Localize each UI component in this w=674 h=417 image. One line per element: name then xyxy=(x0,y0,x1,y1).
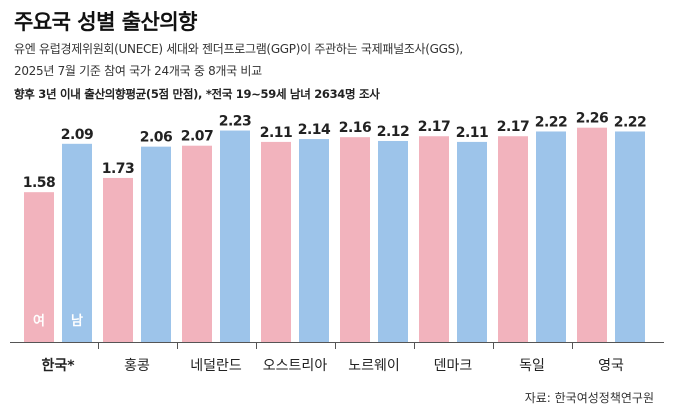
bar-male-6 xyxy=(536,131,566,342)
chart-title: 주요국 성별 출산의향 xyxy=(14,10,198,34)
value-label-female-5: 2.17 xyxy=(418,119,451,135)
category-label-3: 오스트리아 xyxy=(263,358,328,374)
bar-female-2 xyxy=(182,145,212,342)
category-label-2: 네덜란드 xyxy=(190,358,242,374)
value-label-female-7: 2.26 xyxy=(576,111,609,127)
value-label-male-3: 2.14 xyxy=(298,122,331,138)
bar-female-4 xyxy=(340,137,370,342)
source-credit: 자료: 한국여성정책연구원 xyxy=(524,391,654,405)
bar-female-1 xyxy=(103,177,133,342)
bar-male-7 xyxy=(615,131,645,342)
value-label-female-3: 2.11 xyxy=(260,125,293,141)
series-label-female: 여 xyxy=(33,313,45,329)
chart-subtitle-line2: 2025년 7월 기준 참여 국가 24개국 중 8개국 비교 xyxy=(14,64,262,78)
value-label-male-0: 2.09 xyxy=(61,127,94,143)
category-label-4: 노르웨이 xyxy=(348,358,400,374)
bar-male-4 xyxy=(378,140,408,342)
value-label-female-4: 2.16 xyxy=(339,120,372,136)
category-label-7: 영국 xyxy=(598,358,624,374)
bar-male-5 xyxy=(457,141,487,342)
bar-female-3 xyxy=(261,141,291,342)
chart-subtitle-line1: 유엔 유럽경제위원회(UNECE) 세대와 젠더프로그램(GGP)이 주관하는 … xyxy=(14,42,463,56)
chart-note: 향후 3년 이내 출산의향평균(5점 만점), *전국 19~59세 남녀 26… xyxy=(14,87,380,101)
value-label-male-5: 2.11 xyxy=(456,125,489,141)
value-label-female-2: 2.07 xyxy=(181,129,214,145)
value-label-female-1: 1.73 xyxy=(102,161,135,177)
bar-female-5 xyxy=(419,136,449,342)
value-label-female-0: 1.58 xyxy=(23,175,56,191)
category-label-1: 홍콩 xyxy=(124,358,150,374)
bar-male-1 xyxy=(141,146,171,342)
bar-male-3 xyxy=(299,139,329,342)
bar-female-0 xyxy=(24,192,54,342)
category-label-6: 독일 xyxy=(519,358,545,374)
value-label-male-2: 2.23 xyxy=(219,114,252,130)
value-label-female-6: 2.17 xyxy=(497,119,530,135)
bar-female-6 xyxy=(498,136,528,342)
value-label-male-1: 2.06 xyxy=(140,130,173,146)
bar-male-0 xyxy=(62,143,92,342)
category-label-5: 덴마크 xyxy=(434,358,473,374)
value-label-male-6: 2.22 xyxy=(535,114,568,130)
bar-male-2 xyxy=(220,130,250,342)
category-label-0: 한국* xyxy=(41,358,75,374)
bar-female-7 xyxy=(577,127,607,342)
value-label-male-4: 2.12 xyxy=(377,124,410,140)
series-label-male: 남 xyxy=(71,313,83,329)
value-label-male-7: 2.22 xyxy=(614,114,647,130)
